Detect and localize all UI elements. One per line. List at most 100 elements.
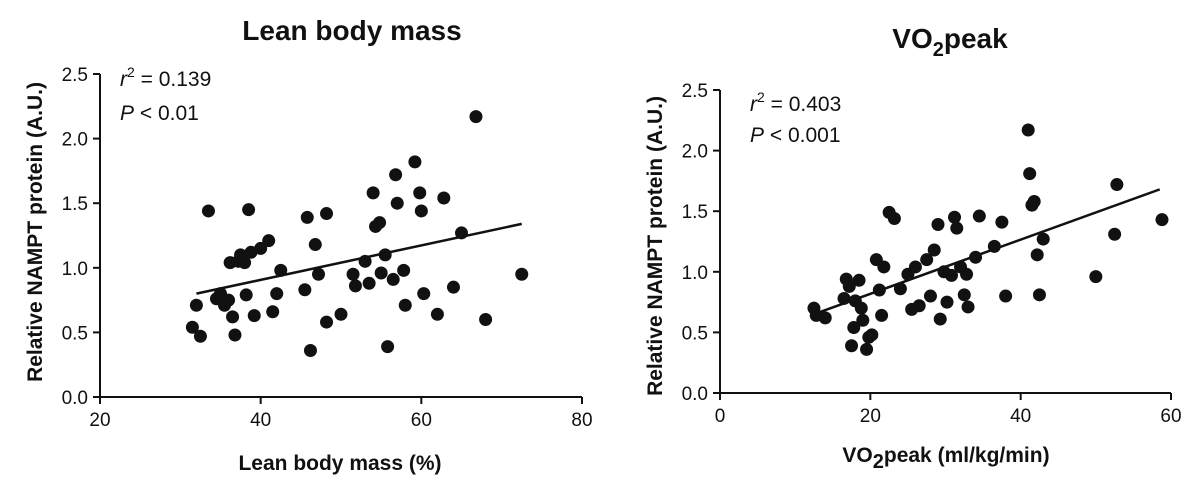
data-point (262, 234, 276, 248)
x-tick-label: 20 (89, 410, 110, 431)
data-point (908, 260, 922, 274)
data-point (865, 328, 879, 342)
data-point (242, 203, 256, 217)
data-point (912, 299, 926, 313)
data-point (320, 207, 334, 221)
data-point (837, 291, 851, 305)
x-axis-title: VO2peak (ml/kg/min) (842, 444, 1049, 473)
data-point (374, 266, 388, 280)
fit-line (813, 188, 1161, 316)
y-tick-label: 0.0 (682, 384, 708, 405)
y-axis-title: Relative NAMPT protein (A.U.) (24, 82, 47, 382)
data-point (417, 287, 431, 301)
data-point (969, 250, 983, 264)
data-point (446, 280, 460, 294)
data-point (270, 287, 284, 301)
data-point (875, 308, 889, 322)
data-point (312, 267, 326, 281)
data-point (860, 342, 874, 356)
x-tick-label: 20 (860, 406, 881, 427)
data-points (185, 110, 529, 357)
data-point (298, 283, 312, 297)
data-point (1030, 248, 1044, 262)
data-point (920, 253, 934, 267)
data-point (455, 226, 468, 240)
data-point (845, 339, 859, 353)
data-point (856, 313, 870, 327)
data-point (274, 263, 288, 277)
data-point (887, 211, 901, 225)
data-point (950, 221, 964, 235)
data-point (308, 238, 322, 252)
data-point (872, 283, 886, 297)
data-point (960, 267, 974, 281)
data-point (1027, 195, 1041, 209)
data-point (334, 307, 348, 321)
data-point (469, 110, 483, 124)
data-point (228, 328, 242, 342)
data-point (222, 293, 236, 307)
y-tick-label: 0.5 (62, 323, 88, 344)
data-point (999, 289, 1013, 303)
data-point (247, 309, 261, 323)
x-tick-label: 40 (250, 410, 271, 431)
y-tick-label: 1.5 (62, 194, 88, 215)
data-point (927, 243, 941, 257)
data-point (386, 272, 400, 286)
data-point (1155, 213, 1169, 227)
x-ticks: 20 40 60 80 (89, 397, 593, 431)
x-tick-label: 0 (715, 406, 726, 427)
data-point (346, 267, 360, 281)
data-point (961, 300, 975, 314)
r-squared-label: r2 = 0.403 (750, 89, 841, 116)
data-point (931, 218, 945, 232)
chart-panel-lean-body-mass: Lean body mass r2 = 0.139 P < 0.01 Relat… (24, 15, 593, 475)
data-point (940, 295, 954, 309)
data-point (348, 279, 362, 293)
r-squared-label: r2 = 0.139 (120, 64, 211, 91)
data-point (1023, 167, 1037, 181)
x-axis-title: Lean body mass (%) (238, 452, 441, 475)
data-point (923, 289, 937, 303)
fit-line (196, 222, 523, 295)
data-point (226, 310, 240, 324)
x-tick-label: 80 (571, 410, 592, 431)
data-point (1108, 227, 1122, 241)
data-point (389, 168, 403, 182)
data-point (408, 155, 422, 169)
data-point (238, 256, 252, 270)
data-point (358, 254, 372, 268)
data-point (430, 307, 444, 321)
y-ticks: 0.0 0.5 1.0 1.5 2.0 2.5 (62, 65, 100, 409)
data-point (1032, 288, 1046, 302)
data-point (842, 279, 856, 293)
p-value-label: P < 0.001 (750, 124, 841, 147)
data-point (995, 215, 1009, 229)
data-point (254, 241, 268, 255)
data-point (945, 268, 959, 282)
y-tick-label: 2.5 (62, 65, 88, 86)
y-ticks: 0.0 0.5 1.0 1.5 2.0 2.5 (682, 81, 720, 405)
data-point (852, 273, 866, 287)
data-point (818, 311, 832, 325)
data-point (366, 186, 380, 200)
data-point (303, 343, 317, 357)
data-point (390, 196, 404, 210)
p-value-label: P < 0.01 (120, 102, 199, 125)
data-point (193, 329, 207, 343)
data-point (373, 216, 387, 230)
y-tick-label: 2.0 (62, 130, 88, 151)
chart-panel-vo2peak: VO2peak r2 = 0.403 P < 0.001 Relative NA… (644, 23, 1182, 473)
data-points (807, 123, 1169, 356)
data-point (266, 305, 280, 319)
y-tick-label: 2.0 (682, 142, 708, 163)
chart-title: VO2peak (892, 23, 1008, 61)
data-point (877, 260, 891, 274)
regression-line (813, 188, 1161, 316)
data-point (189, 298, 203, 312)
data-point (437, 191, 451, 205)
data-point (1110, 178, 1124, 192)
data-point (320, 315, 334, 329)
data-point (362, 276, 376, 290)
data-point (515, 267, 529, 281)
